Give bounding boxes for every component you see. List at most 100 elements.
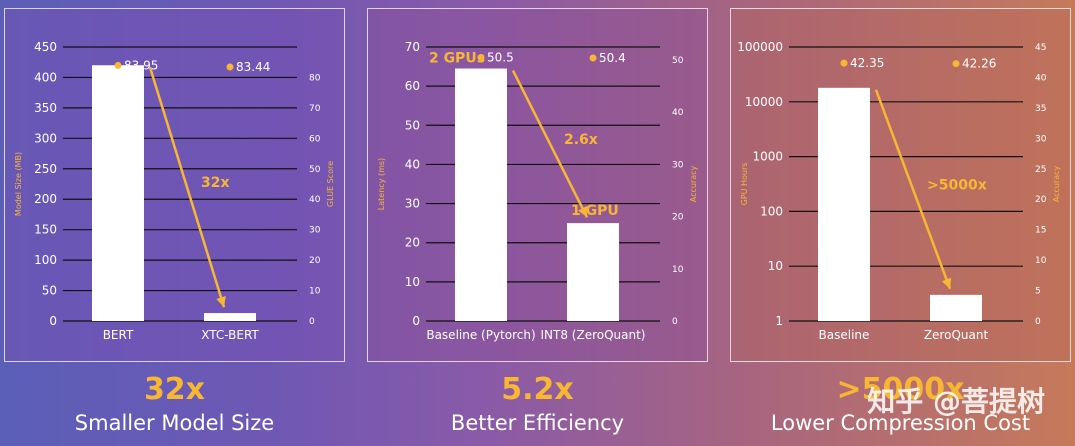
y2-tick-label: 30 [309,226,321,236]
bar [818,87,870,321]
y-tick-label: 70 [405,40,420,54]
y2-tick-label: 70 [309,104,321,114]
category-label: INT8 (ZeroQuant) [541,328,646,342]
y2-tick-label: 15 [1035,226,1046,236]
arrow-label: 2.6x [564,132,598,148]
arrow-label: >5000x [927,177,987,193]
reduction-arrow-head [578,205,587,218]
y2-axis-label: Accuracy [689,165,698,202]
y-axis-label: GPU Hours [740,163,749,206]
arrow-label: 32x [201,175,230,191]
y-tick-label: 350 [34,101,57,115]
summary-compression-cost: >5000x Lower Compression Cost [730,372,1071,438]
y-tick-label: 100000 [737,40,783,54]
chart-panel-model-size: 0 50 100 150 200 250 300 350 400 450 0 10 20 30 40 50 60… [4,8,345,362]
y2-tick-label: 45 [1035,43,1046,53]
bar-annotation: 2 GPUs [429,50,485,66]
chart-panel-gpu-hours: 1 10 100 1000 10000 100000 0 5 10 15 20 25 30 35 40 45 G… [730,8,1071,362]
y-tick-label: 10000 [745,95,783,109]
y-axis-label: Model Size (MB) [14,152,23,216]
y2-tick-label: 30 [672,160,684,170]
reduction-arrow-line [874,89,952,290]
reduction-arrow-line [511,69,589,218]
bar [455,68,507,322]
y-tick-label: 10 [768,259,783,273]
latency-chart: 0 10 20 30 40 50 60 70 0 10 20 30 40 50 Latency (ms) Ac… [377,40,698,342]
summary-efficiency: 5.2x Better Efficiency [367,372,708,438]
y2-tick-label: 40 [309,195,321,205]
y2-tick-label: 25 [1035,165,1046,175]
chart-panel-latency: 0 10 20 30 40 50 60 70 0 10 20 30 40 50 Latency (ms) Ac… [367,8,708,362]
y-tick-label: 0 [49,314,57,328]
score-point [840,59,848,67]
y-tick-label: 30 [405,197,420,211]
y-tick-label: 1 [775,314,783,328]
y2-tick-label: 10 [1035,256,1047,266]
y2-tick-label: 50 [309,165,321,175]
y2-tick-label: 0 [672,317,678,327]
reduction-arrow-line [148,66,226,308]
y-tick-label: 200 [34,192,57,206]
y-tick-label: 50 [405,118,420,132]
y-axis-label: Latency (ms) [377,158,386,210]
score-label: 50.4 [599,51,626,65]
bar [92,65,144,321]
score-label: 42.35 [850,56,884,70]
y2-tick-label: 80 [309,73,321,83]
summary-caption: Lower Compression Cost [770,411,1031,435]
category-label: Baseline (Pytorch) [426,328,535,342]
category-label: Baseline [819,328,870,342]
y-tick-label: 20 [405,236,420,250]
summary-value: 5.2x [501,372,574,407]
y2-tick-label: 20 [1035,195,1047,205]
y2-tick-label: 0 [309,317,315,327]
category-label: XTC-BERT [201,328,259,342]
y2-axis-label: GLUE Score [326,161,335,207]
category-label: ZeroQuant [924,328,989,342]
model-size-chart: 0 50 100 150 200 250 300 350 400 450 0 10 20 30 40 50 60… [14,40,335,342]
summary-caption: Smaller Model Size [74,411,275,435]
summary-caption: Better Efficiency [450,411,625,435]
y-tick-label: 250 [34,162,57,176]
summary-model-size: 32x Smaller Model Size [4,372,345,438]
y2-tick-label: 20 [309,256,321,266]
y2-tick-label: 60 [309,134,321,144]
y-tick-label: 40 [405,157,420,171]
score-point [589,54,597,62]
y2-tick-label: 20 [672,213,684,223]
score-point [952,60,960,68]
y-tick-label: 400 [34,70,57,84]
summary-value: 32x [143,372,206,407]
score-label: 42.26 [962,57,996,71]
reduction-arrow-head [941,277,952,289]
y2-tick-label: 50 [672,56,684,66]
y2-tick-label: 30 [1035,134,1047,144]
bar [204,313,256,321]
y-tick-label: 100 [760,204,783,218]
y2-tick-label: 10 [672,265,684,275]
y-tick-label: 50 [42,284,57,298]
y2-axis-label: Accuracy [1052,165,1061,202]
y2-tick-label: 5 [1035,287,1041,297]
y2-tick-label: 40 [672,108,684,118]
score-label: 83.95 [124,58,158,72]
bar-annotation: 1 GPU [571,203,619,219]
y-tick-label: 150 [34,223,57,237]
score-point [226,63,234,71]
gpu-hours-chart: 1 10 100 1000 10000 100000 0 5 10 15 20 25 30 35 40 45 G… [737,40,1061,342]
score-point [477,53,485,61]
y-tick-label: 450 [34,40,57,54]
y2-tick-label: 35 [1035,104,1046,114]
reduction-arrow-head [216,296,226,308]
y2-tick-label: 40 [1035,73,1047,83]
summary-value: >5000x [836,372,965,407]
category-label: BERT [103,328,134,342]
bar [930,294,982,321]
bar [567,223,619,321]
y2-tick-label: 0 [1035,317,1041,327]
y-tick-label: 100 [34,253,57,267]
y-tick-label: 0 [412,314,420,328]
y2-tick-label: 10 [309,287,321,297]
score-point [114,61,122,69]
watermark: 知乎 @菩提树 [867,385,1045,418]
